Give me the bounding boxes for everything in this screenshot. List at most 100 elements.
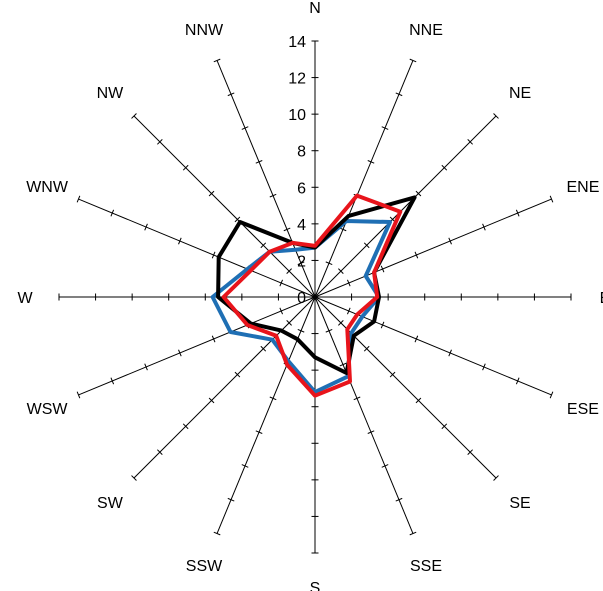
axis-tick-ese	[414, 335, 419, 343]
axis-tick-sw	[182, 423, 189, 430]
axis-line-ene	[314, 198, 552, 298]
axis-line-sw	[133, 296, 316, 479]
axis-line-nnw	[216, 60, 316, 298]
direction-label-e: E	[600, 290, 603, 307]
series-line-3	[221, 193, 403, 398]
axis-tick-ese	[549, 391, 554, 399]
series-line-1	[210, 219, 392, 395]
axis-tick-ese	[482, 363, 486, 371]
direction-label-ene: ENE	[566, 179, 599, 196]
radial-tick-label: 14	[288, 34, 306, 51]
axis-tick-nw	[182, 164, 189, 171]
radial-tick-label: 12	[288, 71, 306, 88]
axis-tick-sw	[157, 449, 163, 455]
axis-tick-sse	[325, 328, 333, 333]
axis-tick-se	[441, 423, 448, 430]
axis-tick-ne	[338, 268, 344, 274]
axis-tick-wnw	[279, 279, 284, 287]
axis-tick-sw	[234, 371, 241, 378]
axis-tick-sse	[367, 430, 375, 434]
axis-line-ese	[314, 296, 552, 396]
axis-tick-nne	[325, 261, 333, 266]
tick-label-layer: 0 2 4 6 8 10 12 14	[288, 34, 306, 307]
axis-tick-nw	[208, 190, 215, 197]
axis-tick-sse	[409, 531, 417, 536]
axis-tick-wsw	[211, 335, 216, 343]
axis-tick-ne	[363, 242, 370, 249]
axis-tick-ssw	[213, 531, 221, 536]
series-line-2	[216, 195, 417, 375]
axis-tick-sw	[208, 397, 215, 404]
axis-tick-nnw	[297, 261, 305, 266]
axis-tick-wsw	[76, 391, 81, 399]
axis-tick-nnw	[283, 227, 291, 232]
axis-tick-sw	[286, 320, 292, 326]
radial-tick-label: 2	[297, 253, 306, 270]
axis-tick-nnw	[241, 126, 249, 130]
axis-tick-wnw	[110, 209, 115, 217]
axis-tick-wsw	[279, 307, 284, 315]
direction-label-wnw: WNW	[26, 179, 69, 196]
axis-tick-wnw	[76, 195, 81, 203]
direction-label-ne: NE	[509, 85, 531, 102]
axis-tick-ene	[380, 265, 385, 273]
axis-tick-ene	[482, 223, 486, 231]
axis-tick-nne	[395, 92, 403, 97]
axis-tick-nw	[131, 113, 137, 119]
axis-tick-nnw	[213, 58, 221, 63]
axis-tick-sse	[353, 396, 361, 401]
axis-line-nne	[314, 60, 414, 298]
axis-tick-ssw	[227, 497, 235, 502]
direction-label-ese: ESE	[567, 401, 599, 418]
axis-tick-ene	[346, 279, 351, 287]
direction-label-s: S	[310, 580, 321, 591]
axis-line-sse	[314, 296, 414, 534]
direction-label-ssw: SSW	[186, 558, 223, 575]
axis-tick-sw	[260, 345, 267, 352]
axis-tick-nw	[157, 139, 163, 145]
axis-tick-ne	[467, 139, 473, 145]
axis-tick-se	[338, 320, 344, 326]
axis-line-wnw	[78, 198, 316, 298]
axis-tick-wsw	[178, 349, 182, 357]
axis-line-se	[314, 296, 497, 479]
axis-tick-nnw	[255, 160, 263, 164]
axis-line-ne	[314, 115, 497, 298]
axis-tick-se	[493, 475, 499, 481]
axis-tick-sse	[339, 362, 347, 367]
axis-tick-nw	[286, 268, 292, 274]
axis-tick-wsw	[144, 363, 148, 371]
axis-line-nw	[133, 115, 316, 298]
axis-tick-ese	[346, 307, 351, 315]
axis-tick-ssw	[297, 328, 305, 333]
radial-tick-label: 4	[297, 217, 306, 234]
axes-layer	[58, 40, 572, 554]
direction-label-wsw: WSW	[27, 401, 69, 418]
radial-tick-label: 8	[297, 144, 306, 161]
radial-tick-label: 6	[297, 180, 306, 197]
axis-tick-ese	[380, 321, 385, 329]
axis-tick-nnw	[227, 92, 235, 97]
axis-tick-ese	[515, 377, 520, 385]
axis-tick-nne	[367, 160, 375, 164]
direction-label-n: N	[309, 0, 321, 17]
axis-tick-ene	[414, 251, 419, 259]
axis-tick-se	[389, 371, 396, 378]
axis-tick-wnw	[178, 237, 182, 245]
axis-tick-se	[467, 449, 473, 455]
axis-tick-wnw	[144, 223, 148, 231]
axis-tick-sw	[131, 475, 137, 481]
radial-tick-label: 0	[297, 290, 306, 307]
axis-tick-wnw	[211, 251, 216, 259]
axis-line-ssw	[216, 296, 316, 534]
direction-label-nw: NW	[97, 85, 125, 102]
axis-tick-sse	[381, 464, 389, 468]
direction-label-sw: SW	[97, 495, 124, 512]
axis-tick-ese	[448, 349, 452, 357]
axis-tick-nne	[381, 126, 389, 130]
axis-tick-se	[363, 345, 370, 352]
direction-label-se: SE	[509, 495, 530, 512]
axis-tick-ssw	[241, 464, 249, 468]
